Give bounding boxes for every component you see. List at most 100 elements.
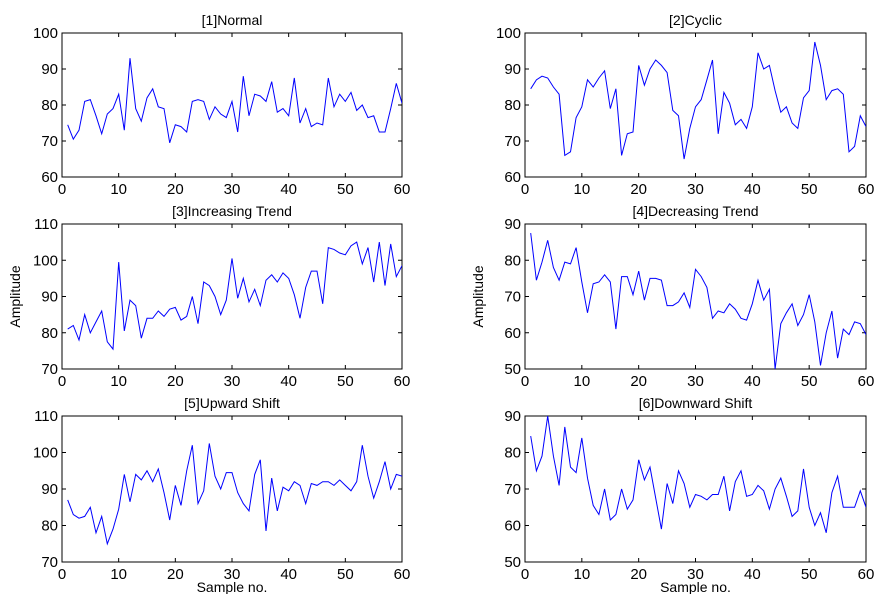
x-tick-label: 60 xyxy=(858,373,875,390)
x-tick-label: 40 xyxy=(280,566,297,583)
y-tick-label: 70 xyxy=(41,133,58,150)
y-tick-label: 80 xyxy=(504,445,521,462)
x-tick-label: 30 xyxy=(224,373,241,390)
y-tick-label: 80 xyxy=(504,252,521,269)
x-tick-label: 10 xyxy=(110,181,127,198)
subplot-3: 0 10 20 30 40 50 60 70 80 90 100 110 [3]Increasing T… xyxy=(7,203,410,390)
x-tick-label: 60 xyxy=(858,566,875,583)
y-tick-label: 110 xyxy=(34,408,58,425)
x-tick-label: 10 xyxy=(573,181,590,198)
series-line xyxy=(530,41,866,160)
x-tick-label: 10 xyxy=(110,373,127,390)
x-tick-label: 0 xyxy=(521,373,529,390)
x-tick-label: 60 xyxy=(394,181,411,198)
x-tick-label: 50 xyxy=(337,181,354,198)
axes-box xyxy=(524,32,867,178)
x-tick-label: 20 xyxy=(167,373,184,390)
y-tick-label: 100 xyxy=(33,25,58,42)
x-axis-label: Sample no. xyxy=(197,579,268,594)
x-tick-label: 30 xyxy=(224,566,241,583)
subplot-title: [2]Cyclic xyxy=(669,12,722,28)
subplot-title: [4]Decreasing Trend xyxy=(632,203,758,219)
series-line xyxy=(530,416,866,533)
y-tick-label: 90 xyxy=(41,289,58,306)
subplot-title: [6]Downward Shift xyxy=(639,395,753,411)
x-tick-label: 50 xyxy=(801,566,818,583)
x-tick-label: 20 xyxy=(630,181,647,198)
x-tick-label: 50 xyxy=(801,373,818,390)
axes-box xyxy=(61,223,403,370)
y-tick-label: 60 xyxy=(504,325,521,342)
y-tick-label: 70 xyxy=(504,289,521,306)
y-tick-label: 70 xyxy=(41,554,58,571)
x-tick-label: 10 xyxy=(110,566,127,583)
x-tick-label: 40 xyxy=(744,566,761,583)
x-tick-label: 0 xyxy=(58,373,66,390)
x-tick-label: 60 xyxy=(394,566,411,583)
subplot-title: [5]Upward Shift xyxy=(184,395,280,411)
axes-box xyxy=(524,415,867,563)
x-tick-label: 40 xyxy=(280,373,297,390)
y-tick-label: 70 xyxy=(504,481,521,498)
subplot-6: 0 10 20 30 40 50 60 50 60 70 80 90 [6]Downward Shift… xyxy=(504,395,874,594)
y-axis-label: Amplitude xyxy=(470,265,486,327)
subplot-4: 0 10 20 30 40 50 60 50 60 70 80 90 [4]Decreasing Tre… xyxy=(470,203,874,390)
x-tick-label: 40 xyxy=(280,181,297,198)
y-tick-label: 80 xyxy=(41,325,58,342)
x-tick-label: 20 xyxy=(630,373,647,390)
series-line xyxy=(67,241,402,351)
x-tick-label: 30 xyxy=(224,181,241,198)
y-tick-label: 50 xyxy=(504,361,521,378)
x-tick-label: 50 xyxy=(801,181,818,198)
x-tick-label: 20 xyxy=(630,566,647,583)
x-tick-label: 10 xyxy=(573,373,590,390)
y-tick-label: 100 xyxy=(496,25,521,42)
x-tick-label: 10 xyxy=(573,566,590,583)
x-tick-label: 20 xyxy=(167,181,184,198)
y-tick-label: 60 xyxy=(504,169,521,186)
y-axis-label: Amplitude xyxy=(7,265,23,327)
x-tick-label: 60 xyxy=(394,373,411,390)
subplot-5: 0 10 20 30 40 50 60 70 80 90 100 110 [5]Upward Shift… xyxy=(33,395,410,594)
x-tick-label: 20 xyxy=(167,566,184,583)
y-tick-label: 90 xyxy=(41,481,58,498)
series-line xyxy=(530,233,866,369)
y-tick-label: 90 xyxy=(504,408,521,425)
y-tick-label: 60 xyxy=(504,518,521,535)
axes-box xyxy=(524,223,867,370)
axes-box xyxy=(61,415,403,563)
subplot-2: 0 10 20 30 40 50 60 60 70 80 90 100 [2]Cyclic xyxy=(496,12,874,198)
y-tick-label: 100 xyxy=(33,445,58,462)
y-tick-label: 80 xyxy=(41,518,58,535)
x-tick-label: 60 xyxy=(858,181,875,198)
series-line xyxy=(67,443,402,546)
x-axis-label: Sample no. xyxy=(660,579,731,594)
x-tick-label: 0 xyxy=(521,566,529,583)
x-tick-label: 50 xyxy=(337,566,354,583)
x-tick-label: 30 xyxy=(687,181,704,198)
y-tick-label: 90 xyxy=(41,61,58,78)
x-tick-label: 30 xyxy=(687,566,704,583)
y-tick-label: 50 xyxy=(504,554,521,571)
y-tick-label: 70 xyxy=(41,361,58,378)
series-line xyxy=(67,58,402,143)
subplot-title: [1]Normal xyxy=(202,12,263,28)
x-tick-label: 0 xyxy=(521,181,529,198)
x-tick-label: 0 xyxy=(58,181,66,198)
y-tick-label: 70 xyxy=(504,133,521,150)
y-tick-label: 90 xyxy=(504,216,521,233)
axes-box xyxy=(61,32,403,178)
subplot-1: 0 10 20 30 40 50 60 60 70 80 90 100 [1]Normal xyxy=(33,12,410,198)
x-tick-label: 50 xyxy=(337,373,354,390)
x-tick-label: 40 xyxy=(744,373,761,390)
x-tick-label: 0 xyxy=(58,566,66,583)
x-tick-label: 40 xyxy=(744,181,761,198)
y-tick-label: 80 xyxy=(504,97,521,114)
y-tick-label: 90 xyxy=(504,61,521,78)
y-tick-label: 100 xyxy=(33,252,58,269)
x-tick-label: 30 xyxy=(687,373,704,390)
y-tick-label: 60 xyxy=(41,169,58,186)
y-tick-label: 80 xyxy=(41,97,58,114)
y-tick-label: 110 xyxy=(34,216,58,233)
